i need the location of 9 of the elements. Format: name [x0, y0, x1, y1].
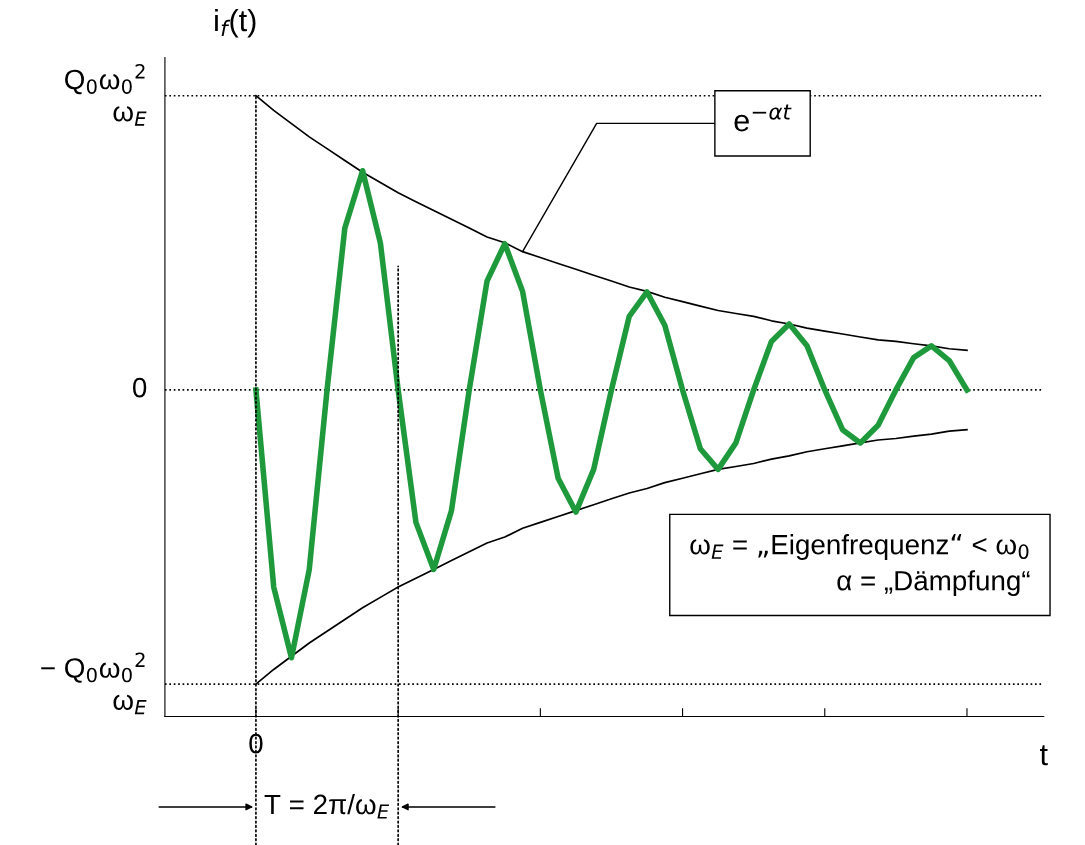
text: Q$_{0}$ω$_{0}$$^{2}$ ω$_{E}$: [65, 63, 147, 126]
text: T = 2π/ω$_{E}$: [264, 793, 390, 819]
text: 0: [132, 377, 147, 398]
annotation: e$^{−αt}$: [734, 104, 792, 132]
x-axis-title: t: [1039, 745, 1048, 766]
text: − Q$_{0}$ω$_{0}$$^{2}$ ω$_{E}$: [41, 652, 147, 715]
y-axis-title: i$_{f}$(t): [215, 8, 256, 38]
text: 0: [249, 733, 263, 754]
annotation: ω$_{E}$ = „Eigenfrequenz“ < ω$_{0}$ α = „Dämpfung“: [690, 533, 1030, 596]
